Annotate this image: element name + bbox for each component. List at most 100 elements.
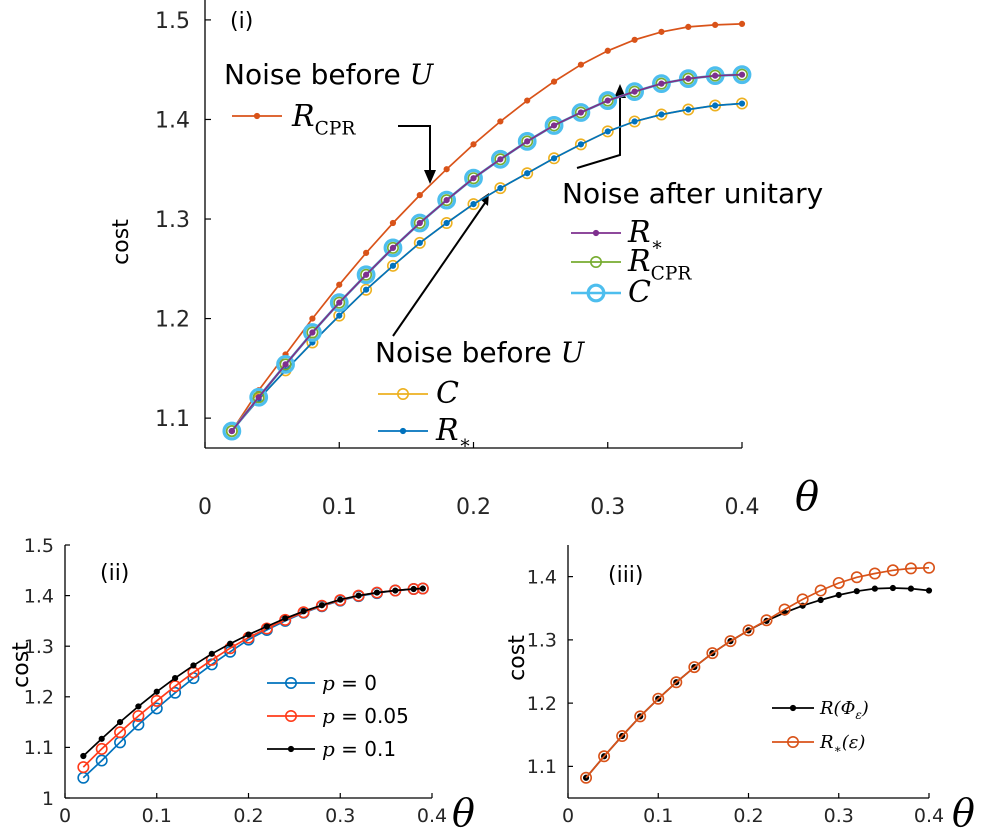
- data-point-1: [95, 742, 108, 755]
- data-point-13: [318, 602, 325, 609]
- x-tick-label: 0: [562, 805, 574, 827]
- x-tick-label: 0.4: [417, 805, 447, 827]
- data-point-8: [724, 635, 737, 648]
- y-tick-label: 1.2: [155, 307, 190, 332]
- data-point-18: [712, 72, 719, 79]
- series-0: [582, 584, 933, 781]
- data-point-4: [652, 692, 665, 705]
- data-point-7: [410, 213, 430, 233]
- data-point-3: [303, 323, 322, 342]
- data-point-14: [337, 596, 344, 603]
- data-point-5: [363, 286, 370, 293]
- panel-label-ii: (ii): [100, 561, 129, 586]
- data-point-1: [95, 754, 108, 767]
- series-5: [228, 71, 746, 435]
- data-point-0: [228, 427, 235, 435]
- data-point-0: [580, 771, 593, 784]
- data-point-6: [688, 661, 701, 674]
- data-point-7: [208, 650, 215, 657]
- legend-iii: R(Φε) R∗(ε): [772, 698, 869, 756]
- data-point-2: [279, 358, 292, 371]
- data-point-18: [712, 21, 719, 28]
- x-tick-label: 0.4: [914, 805, 944, 827]
- data-point-5: [363, 249, 370, 256]
- data-point-2: [116, 719, 124, 726]
- x-tick-label: 0.3: [590, 495, 625, 520]
- y-tick-label: 1.5: [24, 535, 54, 557]
- data-point-18: [904, 562, 917, 575]
- data-point-6: [389, 262, 397, 269]
- y-tick-label: 1.4: [155, 108, 190, 133]
- arrow-line-after: [576, 92, 621, 169]
- data-point-11: [524, 138, 531, 145]
- data-point-3: [132, 710, 145, 723]
- data-point-7: [413, 217, 426, 230]
- x-axis-label-iii: θ: [952, 791, 975, 831]
- legend-entry-label: p = 0.1: [322, 737, 396, 761]
- x-axis-label-i: θ: [795, 474, 819, 520]
- data-point-12: [548, 152, 561, 165]
- data-point-3: [135, 703, 142, 710]
- data-point-19: [738, 20, 746, 27]
- y-tick-label: 1.3: [24, 636, 54, 658]
- data-point-15: [850, 571, 863, 584]
- axes: 1.1 1.2 1.3 1.4 0 0.1 0.2 0.3 0.4: [527, 545, 944, 827]
- data-point-9: [470, 200, 477, 208]
- y-tick-label: 1.5: [155, 9, 190, 34]
- data-point-7: [416, 239, 423, 247]
- legend-label-c-after-text: C: [628, 275, 651, 310]
- legend-ii: p = 0 p = 0.05 p = 0.1: [267, 671, 409, 761]
- data-point-16: [655, 108, 668, 121]
- y-tick-label: 1.4: [527, 566, 557, 588]
- data-point-15: [631, 118, 638, 125]
- data-point-5: [169, 686, 182, 699]
- data-point-2: [282, 361, 289, 368]
- data-point-legend: [396, 387, 409, 400]
- data-point-4: [329, 293, 349, 313]
- data-point-5: [670, 676, 683, 689]
- data-point-11: [524, 170, 531, 177]
- data-point-13: [571, 103, 591, 122]
- y-axis-label-iii: cost: [505, 635, 530, 681]
- panel-label-i: (i): [230, 9, 253, 34]
- x-tick-label: 0.3: [325, 805, 355, 827]
- data-point-13: [814, 584, 827, 597]
- x-tick-label: 0: [198, 495, 212, 520]
- data-point-2: [114, 726, 127, 739]
- data-point-legend: [284, 676, 297, 689]
- data-point-13: [577, 109, 585, 116]
- legend-label-rstar-before-text: R∗: [435, 413, 471, 453]
- data-point-6: [190, 662, 197, 669]
- data-point-9: [464, 168, 483, 188]
- x-tick-label: 0.3: [824, 805, 854, 827]
- data-point-6: [386, 241, 399, 254]
- data-point-11: [282, 615, 289, 622]
- data-point-19: [419, 585, 426, 592]
- legend-label-c-before-text: C: [436, 376, 459, 411]
- y-tick-label: 1.3: [527, 630, 557, 652]
- x-axis-label-ii: θ: [452, 791, 475, 831]
- data-point-1: [249, 387, 269, 407]
- data-point-3: [132, 718, 145, 731]
- legend-label-rcpr-after-text: RCPR: [627, 244, 692, 284]
- data-point-16: [658, 28, 665, 35]
- y-tick-label: 1: [42, 788, 54, 810]
- legend-title-noise-before-top: Noise before U: [224, 58, 435, 91]
- y-tick-label: 1.1: [24, 737, 54, 759]
- legend-label-rcpr-top-text: RCPR: [291, 99, 356, 139]
- data-point-4: [333, 296, 346, 309]
- data-point-19: [922, 561, 935, 574]
- data-point-9: [245, 631, 252, 638]
- data-point-4: [153, 688, 160, 695]
- y-tick-label: 1.3: [155, 208, 190, 233]
- data-point-4: [336, 299, 343, 306]
- data-point-legend: [592, 229, 600, 237]
- series-line-1: [585, 566, 930, 779]
- y-axis-label-ii: cost: [9, 642, 34, 688]
- data-point-16: [871, 585, 878, 592]
- panel-label-iii: (iii): [608, 563, 644, 588]
- data-point-18: [410, 585, 417, 593]
- data-point-9: [742, 624, 755, 637]
- data-point-14: [601, 125, 614, 138]
